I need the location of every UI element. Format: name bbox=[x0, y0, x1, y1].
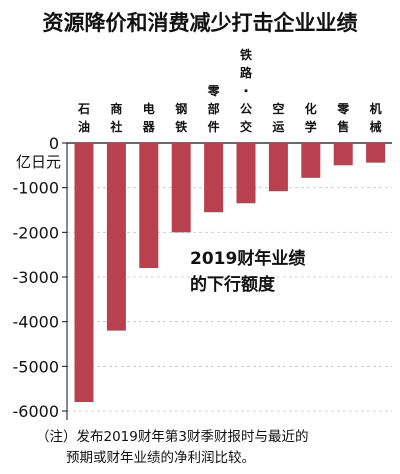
category-label: 机械 bbox=[370, 101, 382, 134]
category-label: 零售 bbox=[336, 102, 350, 134]
bar bbox=[236, 143, 256, 204]
bar bbox=[268, 143, 288, 192]
category-label: 钢铁 bbox=[175, 101, 187, 134]
bar bbox=[74, 143, 94, 403]
annotation-line-2: 的下行额度 bbox=[190, 274, 276, 295]
bar bbox=[301, 143, 321, 178]
chart-title: 资源降价和消费减少打击企业业绩 bbox=[43, 11, 358, 35]
annotation-line-1: 2019财年业绩 bbox=[190, 248, 305, 269]
bar bbox=[106, 143, 126, 331]
y-tick-label: -2000 bbox=[13, 223, 60, 242]
y-tick-label: -3000 bbox=[13, 268, 60, 287]
y-tick-label: -4000 bbox=[13, 313, 60, 332]
bar bbox=[171, 143, 191, 233]
bar bbox=[366, 143, 386, 163]
y-tick-label: -5000 bbox=[13, 357, 60, 376]
y-tick-label: -6000 bbox=[13, 402, 60, 421]
y-tick-label: -1000 bbox=[13, 179, 60, 198]
category-label: 空运 bbox=[272, 101, 284, 134]
bar bbox=[139, 143, 159, 269]
category-label: 石油 bbox=[77, 102, 90, 134]
bar bbox=[333, 143, 353, 166]
category-label: 化学 bbox=[305, 101, 317, 134]
bars bbox=[74, 143, 386, 403]
footnote-line-1: （注）发布2019财年第3财季财报时与最近的 bbox=[36, 428, 308, 445]
y-tick-label: 0 bbox=[49, 134, 59, 153]
category-label: 零部件 bbox=[207, 84, 221, 134]
category-label: 铁路・公交 bbox=[240, 47, 253, 134]
category-label: 商社 bbox=[109, 101, 122, 134]
y-axis-unit-label: 亿日元 bbox=[16, 153, 61, 171]
bar bbox=[204, 143, 224, 213]
footnote-line-2: 预期或财年业绩的净利润比较。 bbox=[66, 450, 255, 466]
category-label: 电器 bbox=[142, 101, 156, 134]
